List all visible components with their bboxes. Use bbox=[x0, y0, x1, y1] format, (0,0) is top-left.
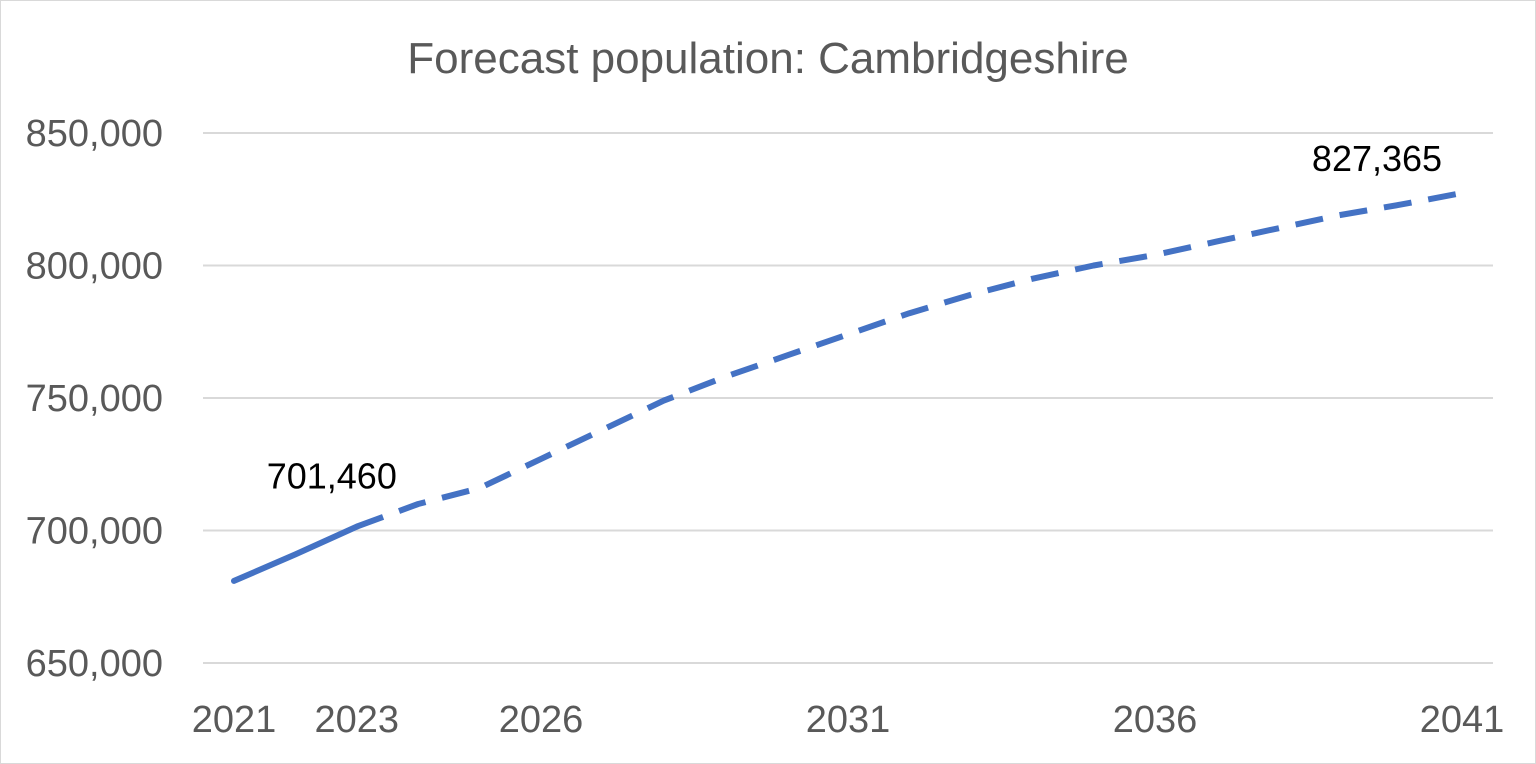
actual-series-line bbox=[231, 523, 360, 584]
gridlines bbox=[203, 132, 1493, 664]
x-tick-label: 2031 bbox=[806, 699, 891, 741]
y-tick-label: 800,000 bbox=[26, 246, 163, 288]
y-tick-label: 650,000 bbox=[26, 643, 163, 685]
x-tick-label: 2036 bbox=[1113, 699, 1198, 741]
data-label: 701,460 bbox=[267, 456, 397, 497]
chart-title: Forecast population: Cambridgeshire bbox=[407, 34, 1129, 83]
forecast-series-line bbox=[355, 190, 1463, 530]
data-labels: 701,460 827,365 bbox=[267, 138, 1442, 497]
data-label: 827,365 bbox=[1312, 138, 1442, 179]
x-tick-label: 2023 bbox=[315, 699, 400, 741]
series-lines bbox=[231, 190, 1463, 584]
x-tick-label: 2021 bbox=[192, 699, 277, 741]
x-axis-ticks: 2021 2023 2026 2031 2036 2041 bbox=[192, 699, 1505, 741]
y-tick-label: 850,000 bbox=[26, 113, 163, 155]
y-axis-ticks: 650,000 700,000 750,000 800,000 850,000 bbox=[26, 113, 163, 685]
x-tick-label: 2041 bbox=[1420, 699, 1505, 741]
y-tick-label: 750,000 bbox=[26, 378, 163, 420]
y-tick-label: 700,000 bbox=[26, 511, 163, 553]
x-tick-label: 2026 bbox=[499, 699, 584, 741]
